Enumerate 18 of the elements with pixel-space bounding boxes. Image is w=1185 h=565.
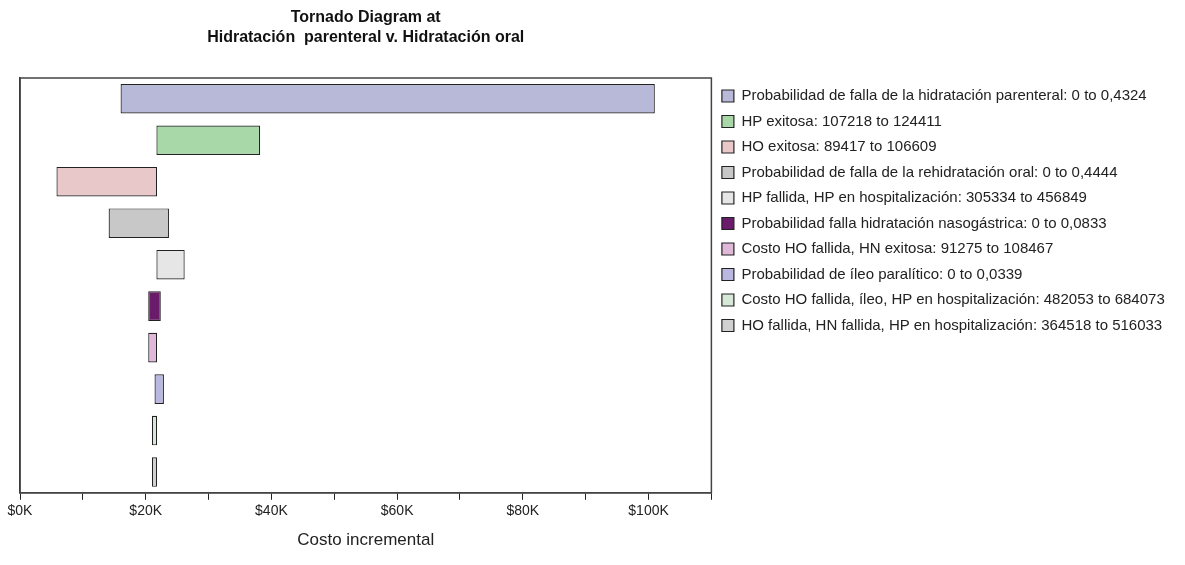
x-axis-title: Costo incremental xyxy=(297,530,435,550)
legend-label: HO exitosa: 89417 to 106609 xyxy=(741,137,937,155)
legend-label: HO fallida, HN fallida, HP en hospitalización: 364518 to 516033 xyxy=(741,315,1163,333)
legend-label: Costo HO fallida, íleo, HP en hospitalización: 482053 to 684073 xyxy=(741,290,1165,308)
x-tick-label: $60K xyxy=(380,502,415,519)
x-tick-label: $0K xyxy=(7,502,34,519)
x-tick-label: $20K xyxy=(129,502,163,519)
legend-label: Probabilidad de falla de la rehidratación oral: 0 to 0,4444 xyxy=(741,162,1118,180)
legend-label: Costo HO fallida, HN exitosa: 91275 to 108467 xyxy=(741,239,1054,257)
legend-label: HP fallida, HP en hospitalización: 305334 to 456849 xyxy=(741,188,1087,206)
legend-label: HP exitosa: 107218 to 124411 xyxy=(741,111,942,129)
x-tick-label: $100K xyxy=(628,502,670,519)
legend-label: Probabilidad de íleo paralítico: 0 to 0,0339 xyxy=(741,264,1023,282)
x-tick-label: $80K xyxy=(506,502,540,519)
legend-label: Probabilidad falla hidratación nasogástrica: 0 to 0,0833 xyxy=(741,213,1107,231)
legend-label: Probabilidad de falla de la hidratación parenteral: 0 to 0,4324 xyxy=(741,86,1147,104)
chart-title: Tornado Diagram at Hidratación parenteral v. Hidratación oral xyxy=(207,8,525,45)
x-tick-label: $40K xyxy=(255,502,289,519)
